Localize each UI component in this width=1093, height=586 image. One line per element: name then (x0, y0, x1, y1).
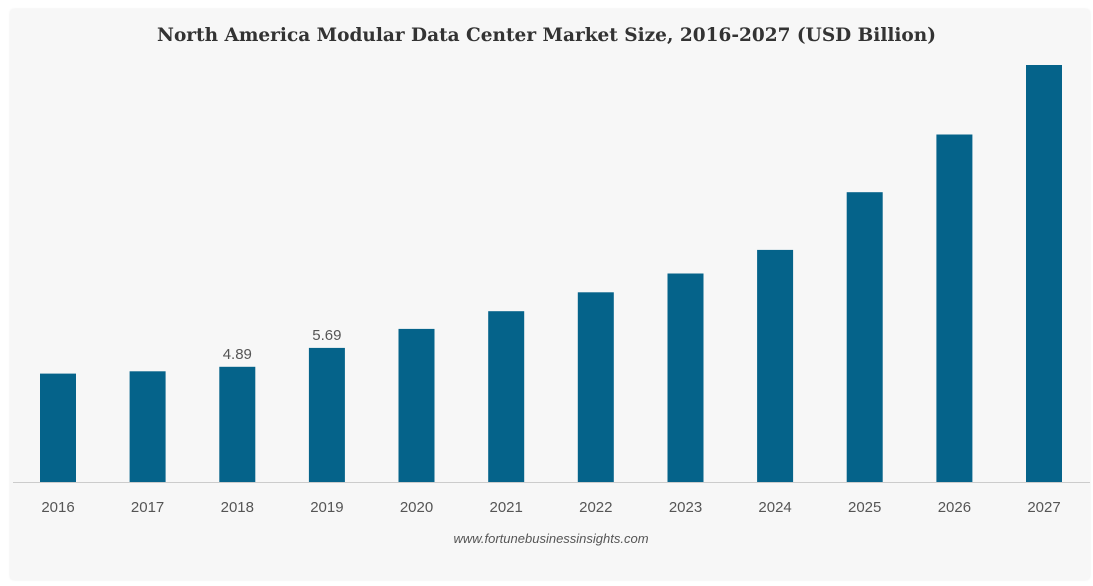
bar-2024[interactable] (757, 249, 794, 482)
bar-2020[interactable] (398, 328, 435, 482)
x-tick-label-2020: 2020 (400, 499, 433, 516)
x-tick-label-2021: 2021 (490, 499, 523, 516)
bar-2021[interactable] (488, 311, 525, 482)
chart-title: North America Modular Data Center Market… (157, 25, 936, 46)
chart-card (10, 9, 1090, 580)
x-tick-label-2025: 2025 (848, 499, 881, 516)
bar-2017[interactable] (129, 371, 166, 482)
x-tick-label-2016: 2016 (41, 499, 74, 516)
bar-2023[interactable] (667, 273, 704, 483)
x-tick-label-2023: 2023 (669, 499, 702, 516)
data-label-2018: 4.89 (223, 346, 252, 363)
bar-2019[interactable] (308, 347, 345, 482)
source-watermark: www.fortunebusinessinsights.com (453, 531, 649, 546)
data-label-2019: 5.69 (312, 327, 341, 344)
bar-2026[interactable] (936, 134, 973, 483)
x-tick-label-2017: 2017 (131, 499, 164, 516)
bar-2025[interactable] (846, 192, 883, 482)
x-tick-label-2024: 2024 (758, 499, 791, 516)
bar-2016[interactable] (40, 373, 76, 482)
x-tick-label-2026: 2026 (938, 499, 971, 516)
x-tick-label-2019: 2019 (310, 499, 343, 516)
bar-2018[interactable] (219, 366, 256, 482)
bar-2027[interactable] (1026, 65, 1062, 482)
bar-2022[interactable] (577, 292, 614, 482)
x-tick-label-2027: 2027 (1027, 499, 1060, 516)
x-tick-label-2022: 2022 (579, 499, 612, 516)
x-tick-label-2018: 2018 (221, 499, 254, 516)
